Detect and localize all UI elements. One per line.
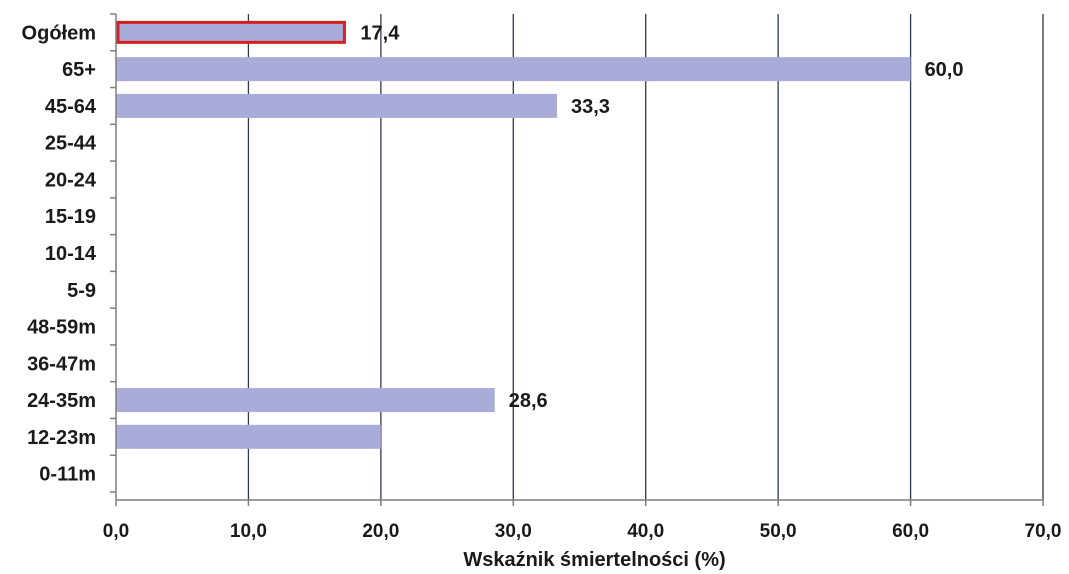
category-label-8: 48-59m: [27, 317, 96, 339]
category-label-12: 0-11m: [39, 464, 96, 486]
x-tick-label-1: 10,0: [230, 521, 267, 542]
category-label-11: 12-23m: [27, 427, 96, 449]
bar-11: [116, 424, 381, 449]
x-tick-labels: 0,0 10,0 20,0 30,0 40,0 50,0 60,0 70,0: [103, 521, 1062, 542]
category-label-9: 36-47m: [27, 353, 96, 375]
category-label-3: 25-44: [45, 133, 97, 155]
category-label-5: 15-19: [45, 206, 96, 228]
data-label-2: 33,3: [571, 96, 610, 118]
x-axis-title: Wskaźnik śmiertelności (%): [463, 549, 725, 571]
data-label-0: 17,4: [360, 22, 400, 44]
category-label-2: 45-64: [45, 96, 97, 118]
bar-1: [116, 57, 911, 82]
bar-2: [116, 93, 557, 118]
data-labels: 17,4 60,0 33,3 28,6: [360, 22, 963, 412]
bars: [116, 20, 911, 449]
category-label-4: 20-24: [45, 169, 97, 191]
x-tick-label-0: 0,0: [103, 521, 129, 542]
x-tick-label-3: 30,0: [495, 521, 532, 542]
axes: [110, 13, 1044, 506]
x-tick-label-4: 40,0: [627, 521, 664, 542]
data-label-10: 28,6: [509, 390, 548, 412]
bar-10: [116, 388, 495, 413]
x-tick-label-6: 60,0: [892, 521, 929, 542]
category-label-7: 5-9: [67, 280, 96, 302]
x-tick-label-5: 50,0: [760, 521, 797, 542]
category-labels: Ogółem 65+ 45-64 25-44 20-24 15-19 10-14 5-9 48-…: [22, 22, 97, 485]
category-label-0: Ogółem: [22, 22, 96, 44]
category-label-1: 65+: [62, 59, 96, 81]
x-tick-label-7: 70,0: [1025, 521, 1062, 542]
x-tick-label-2: 20,0: [362, 521, 399, 542]
data-label-1: 60,0: [925, 59, 964, 81]
bar-0: [116, 20, 346, 44]
category-label-10: 24-35m: [27, 390, 96, 412]
category-label-6: 10-14: [45, 243, 97, 265]
